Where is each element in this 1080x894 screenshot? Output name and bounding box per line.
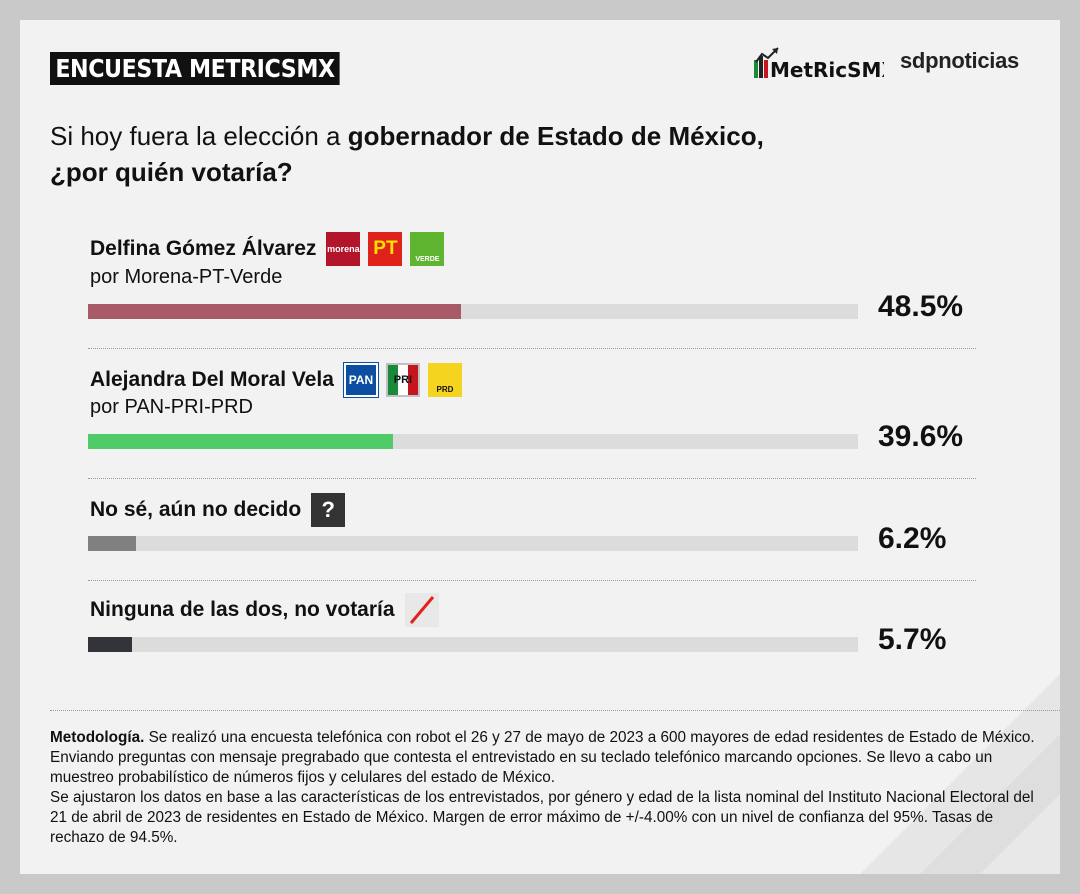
option-4-row: Ninguna de las dos, no votaría [90, 593, 439, 627]
separator-3 [88, 580, 976, 581]
bar-3 [88, 536, 136, 551]
pri-logo-icon: PRI [385, 363, 420, 397]
metricsmx-logo: MetRicSMX [754, 47, 884, 80]
option-3-name: No sé, aún no decido [90, 498, 302, 521]
bar-1 [88, 304, 462, 319]
candidate-2-name: Alejandra Del Moral Vela [90, 368, 334, 391]
value-label-1: 48.5% [878, 290, 964, 323]
pt-logo-icon: PT [368, 232, 403, 266]
bar-track-2 [88, 434, 858, 449]
candidate-2-party: por PAN-PRI-PRD [90, 396, 253, 418]
poll-card: ENCUESTA METRICSMX MetRicSMX sdpnoticias… [20, 20, 1060, 874]
option-4-name: Ninguna de las dos, no votaría [90, 598, 395, 621]
candidate-2-row: Alejandra Del Moral Vela PAN PRI PRD [90, 362, 462, 398]
bar-track-4 [88, 637, 858, 652]
candidate-1-row: Delfina Gómez Álvarez morena PT VERDE [90, 232, 445, 266]
methodology-label: Metodología. [50, 729, 145, 746]
slash-icon-wrap [404, 593, 439, 627]
prd-logo-icon: PRD [427, 363, 462, 397]
bar-2 [88, 434, 393, 449]
question-icon-wrap: ? [311, 493, 346, 527]
metricsmx-logo-text: MetRicSMX [770, 58, 884, 80]
sdpnoticias-logo: sdpnoticias [900, 48, 1019, 73]
survey-badge: ENCUESTA METRICSMX [50, 52, 340, 85]
value-label-4: 5.7% [878, 623, 947, 656]
slash-icon [404, 593, 439, 627]
bar-track-3 [88, 536, 858, 551]
bar-4 [88, 637, 132, 652]
separator-2 [88, 478, 976, 479]
value-label-3: 6.2% [878, 522, 947, 555]
methodology-text: Metodología. Se realizó una encuesta tel… [50, 728, 1040, 848]
party-icons-row1: morena PT VERDE [326, 232, 445, 266]
value-label-2: 39.6% [878, 420, 964, 453]
morena-logo-icon: morena [326, 232, 361, 266]
question-text: Si hoy fuera la elección a gobernador de… [50, 118, 764, 190]
verde-logo-icon: VERDE [410, 232, 445, 266]
separator-1 [88, 348, 976, 349]
question-part1: Si hoy fuera la elección a [50, 121, 348, 151]
candidate-1-name: Delfina Gómez Álvarez [90, 237, 317, 260]
question-part3: ¿por quién votaría? [50, 157, 293, 187]
methodology-line2: Se ajustaron los datos en base a las car… [50, 789, 1034, 846]
footer-separator [50, 710, 1060, 711]
bar-track-1 [88, 304, 858, 319]
corner-decoration [860, 674, 1060, 874]
question-mark-icon: ? [311, 493, 346, 527]
pan-logo-icon: PAN [342, 362, 379, 398]
methodology-line1: Se realizó una encuesta telefónica con r… [50, 729, 1035, 786]
option-3-row: No sé, aún no decido ? [90, 493, 346, 527]
party-icons-row2: PAN PRI PRD [342, 362, 462, 398]
question-part2: gobernador de Estado de México, [347, 121, 764, 151]
candidate-1-party: por Morena-PT-Verde [90, 266, 283, 288]
